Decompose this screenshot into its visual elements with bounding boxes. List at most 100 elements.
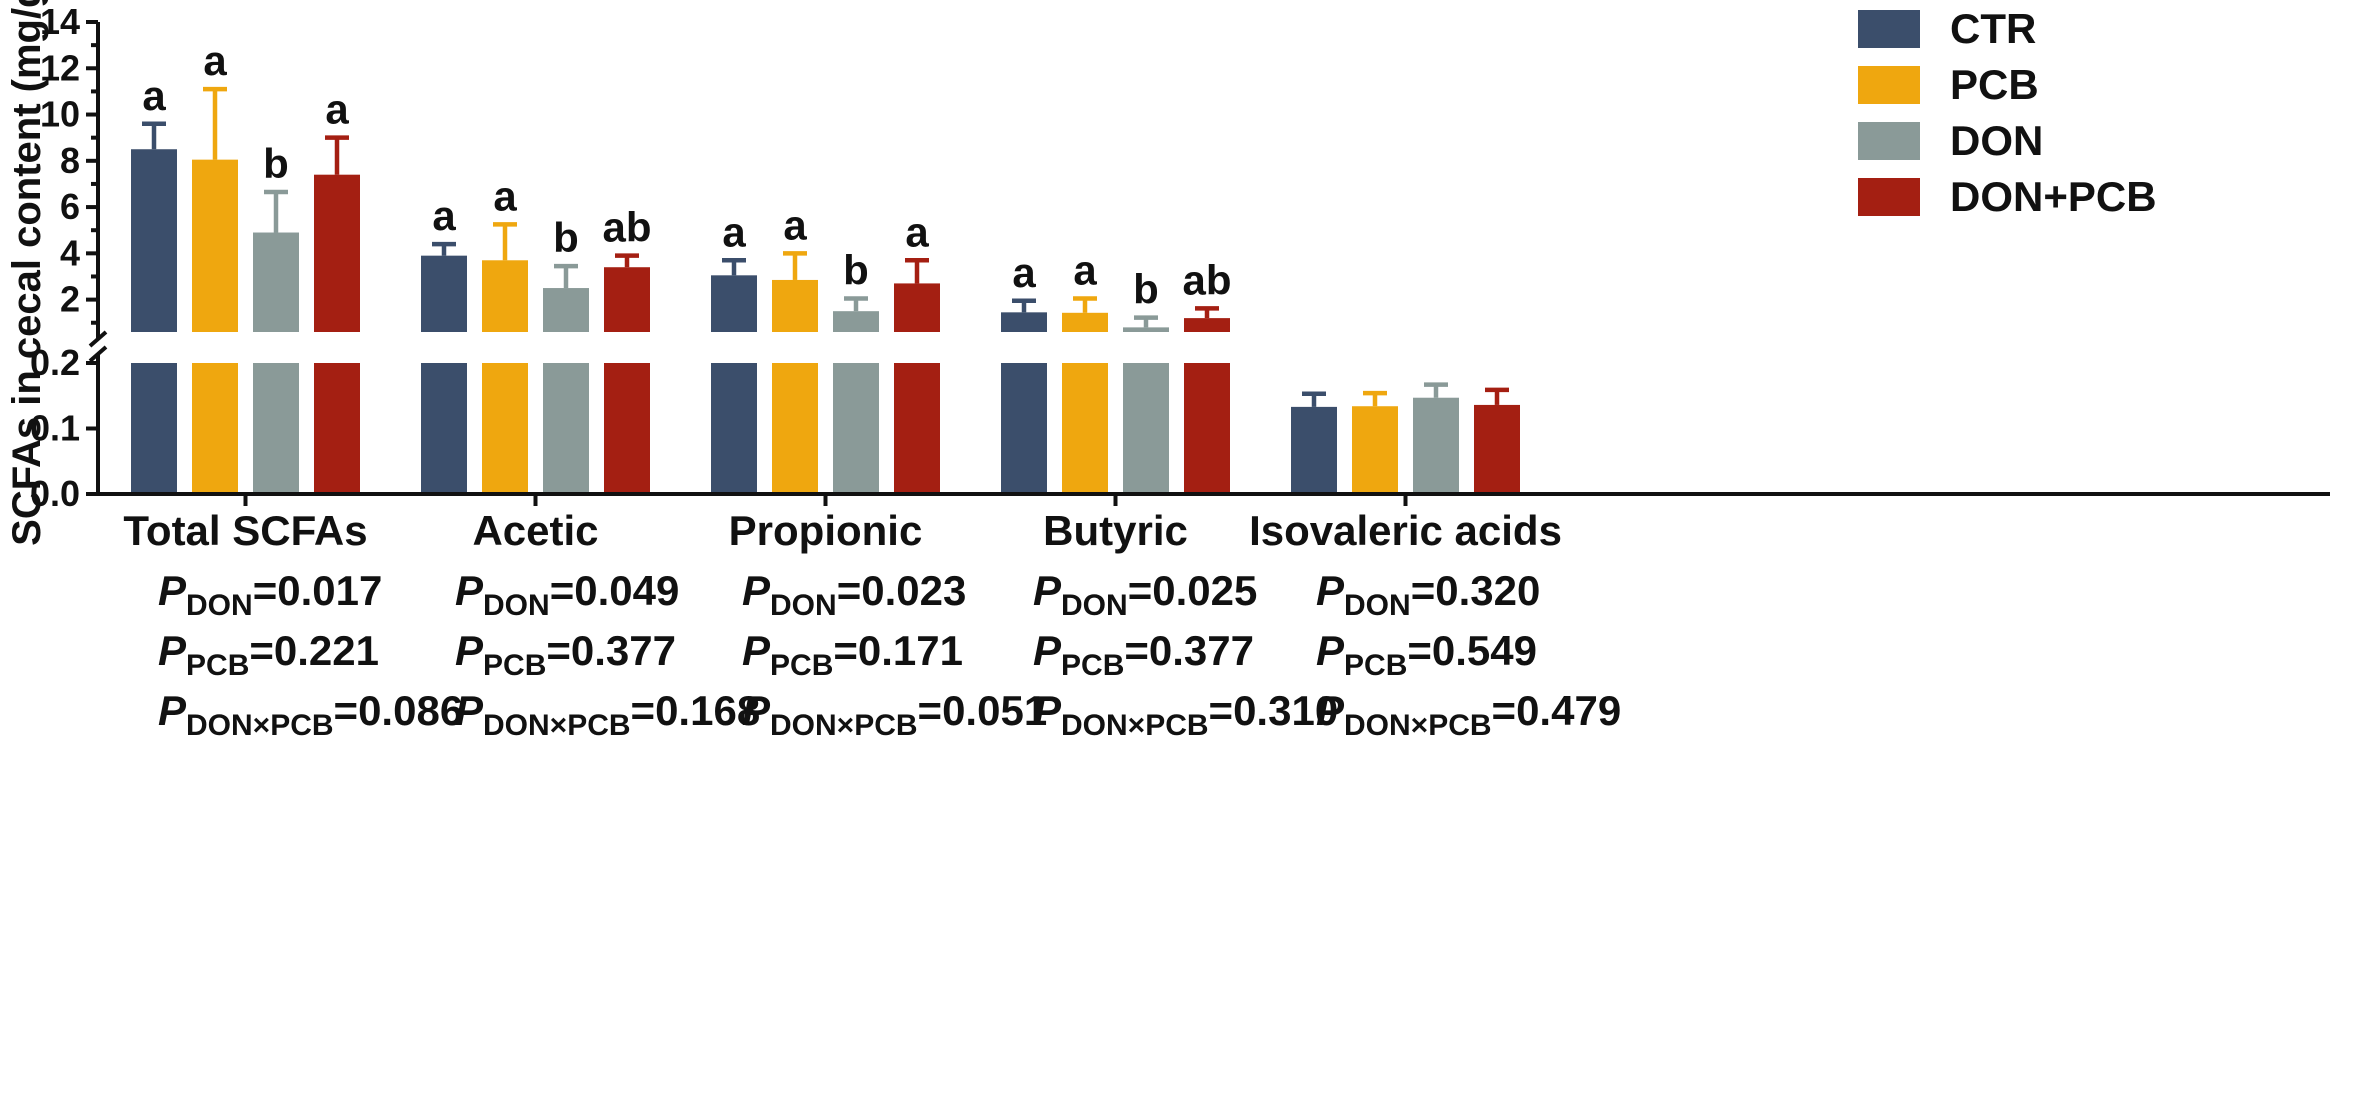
bar (833, 311, 879, 332)
p-subscript: DON×PCB (770, 709, 918, 742)
p-value: =0.168 (631, 687, 761, 734)
y-tick-label: 14 (40, 1, 80, 42)
category-label: Total SCFAs (123, 507, 367, 554)
significance-letter: ab (1182, 256, 1231, 303)
p-symbol: P (158, 687, 187, 734)
p-value: =0.049 (550, 567, 680, 614)
category-label: Isovaleric acids (1249, 507, 1562, 554)
bar (711, 275, 757, 332)
significance-letter: ab (602, 204, 651, 251)
p-value-inter: PDON×PCB=0.086 (158, 687, 463, 742)
bar (314, 174, 360, 332)
y-axis-label: SCFAs in cecal content (mg/g) (5, 0, 49, 546)
p-subscript: DON×PCB (1344, 709, 1492, 742)
y-tick-label: 10 (40, 94, 80, 135)
p-subscript: PCB (483, 649, 546, 682)
bar-lower-segment (192, 363, 238, 494)
p-symbol: P (158, 627, 187, 674)
p-subscript: DON (186, 589, 253, 622)
p-symbol: P (455, 567, 484, 614)
y-tick-label: 0.0 (30, 473, 80, 514)
bar-lower-segment (1001, 363, 1047, 494)
p-subscript: DON×PCB (483, 709, 631, 742)
p-value: =0.310 (1209, 687, 1339, 734)
p-value-annotations: PDON=0.017PPCB=0.221PDON×PCB=0.086PDON=0… (158, 567, 1621, 742)
bar-lower-segment (543, 363, 589, 494)
p-value: =0.479 (1492, 687, 1622, 734)
bar-lower-segment (421, 363, 467, 494)
significance-letter: b (553, 214, 579, 261)
y-tick-label: 12 (40, 47, 80, 88)
legend: CTR PCB DON DON+PCB (1858, 5, 2157, 220)
p-value: =0.051 (918, 687, 1048, 734)
bar-lower-segment (894, 363, 940, 494)
p-symbol: P (455, 627, 484, 674)
p-value: =0.221 (249, 627, 379, 674)
bar (1413, 397, 1459, 494)
p-value: =0.086 (334, 687, 464, 734)
bar (1184, 318, 1230, 332)
bar-lower-segment (833, 363, 879, 494)
p-subscript: PCB (1344, 649, 1407, 682)
y-tick-label: 0.1 (30, 408, 80, 449)
bar (1062, 312, 1108, 332)
p-value-don: PDON=0.023 (742, 567, 966, 622)
p-subscript: DON (1061, 589, 1128, 622)
p-value: =0.320 (1411, 567, 1541, 614)
bar (1474, 404, 1520, 494)
legend-swatch (1858, 10, 1920, 48)
y-tick-label: 4 (60, 232, 80, 273)
significance-letter: a (722, 208, 746, 255)
p-symbol: P (742, 567, 771, 614)
significance-letter: b (263, 140, 289, 187)
bar (421, 255, 467, 332)
p-value-don: PDON=0.320 (1316, 567, 1540, 622)
significance-letter: a (142, 72, 166, 119)
significance-letter: a (905, 208, 929, 255)
bar (131, 149, 177, 332)
bar-lower-segment (1062, 363, 1108, 494)
bar (543, 288, 589, 332)
p-value-pcb: PPCB=0.549 (1316, 627, 1537, 682)
p-value-pcb: PPCB=0.221 (158, 627, 379, 682)
significance-letter: b (1133, 266, 1159, 313)
bar (253, 232, 299, 332)
p-value: =0.549 (1407, 627, 1537, 674)
p-symbol: P (1033, 687, 1062, 734)
significance-letter: a (432, 192, 456, 239)
p-subscript: DON×PCB (1061, 709, 1209, 742)
y-tick-label: 6 (60, 186, 80, 227)
p-subscript: PCB (186, 649, 249, 682)
legend-label: DON (1950, 117, 2043, 164)
bar (192, 159, 238, 332)
p-subscript: PCB (1061, 649, 1124, 682)
legend-label: CTR (1950, 5, 2036, 52)
bar-lower-segment (482, 363, 528, 494)
bar-lower-segment (253, 363, 299, 494)
category-label: Butyric (1043, 507, 1188, 554)
bar (894, 283, 940, 332)
p-value-pcb: PPCB=0.377 (455, 627, 676, 682)
bar-lower-segment (1123, 363, 1169, 494)
significance-letter: a (1012, 249, 1036, 296)
p-value-inter: PDON×PCB=0.168 (455, 687, 760, 742)
p-value-don: PDON=0.025 (1033, 567, 1257, 622)
p-symbol: P (1316, 567, 1345, 614)
p-symbol: P (1033, 567, 1062, 614)
p-subscript: PCB (770, 649, 833, 682)
bar-lower-segment (314, 363, 360, 494)
axis-break-mark (88, 345, 108, 363)
bar (1123, 327, 1169, 332)
category-label: Acetic (472, 507, 598, 554)
significance-letter: a (325, 86, 349, 133)
p-symbol: P (158, 567, 187, 614)
bar-lower-segment (711, 363, 757, 494)
bar-lower-segment (1184, 363, 1230, 494)
p-value-don: PDON=0.017 (158, 567, 382, 622)
p-symbol: P (1316, 627, 1345, 674)
p-subscript: DON (483, 589, 550, 622)
p-symbol: P (455, 687, 484, 734)
p-value: =0.025 (1128, 567, 1258, 614)
error-bars-layer (142, 86, 1509, 407)
p-symbol: P (1316, 687, 1345, 734)
